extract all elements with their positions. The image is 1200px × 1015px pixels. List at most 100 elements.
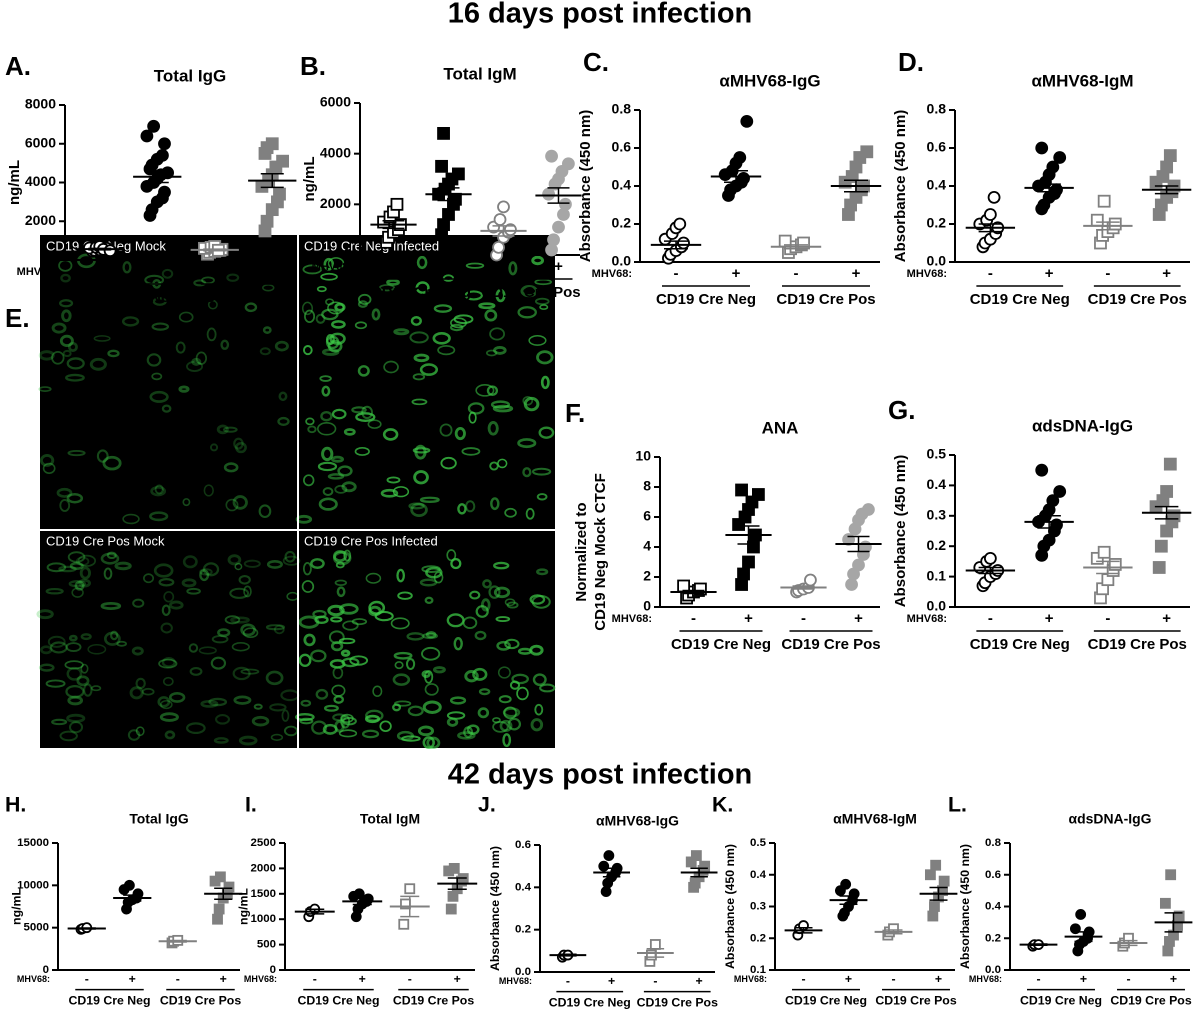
cell [340,713,354,724]
y-tick-label: 6 [643,508,651,524]
cell [298,653,312,667]
y-tick-label: 2 [643,568,651,584]
image-caption: CD19 Cre Pos Infected [304,533,438,548]
cell [499,719,513,732]
cell [186,587,201,595]
y-tick-label: 0.4 [750,869,767,881]
cell [265,670,284,686]
cell [68,634,78,642]
cell [226,273,240,282]
data-point [677,236,690,250]
cell [231,641,250,652]
cell [193,279,207,287]
data-point [1162,945,1174,957]
cell [532,673,547,686]
cell [482,579,492,589]
data-point [1108,558,1122,571]
x-label: MHV68: [17,974,50,984]
cell [333,695,344,704]
y-tick-label: 2000 [25,212,56,228]
x-tick-label: - [313,972,317,986]
data-point [927,910,939,922]
cell [223,426,238,433]
cell [492,717,501,724]
data-point [545,243,558,257]
x-tick-label: + [854,610,863,627]
cell [509,680,521,690]
cell [426,736,441,750]
x-tick-label: + [129,972,136,986]
y-tick-label: 0.6 [515,839,531,851]
cell [449,696,467,705]
cell [233,437,244,450]
y-tick-label: 0.2 [985,932,1001,944]
y-tick-label: 0.2 [515,924,531,936]
data-point [1097,194,1111,208]
cell [182,555,198,569]
cell [318,497,338,511]
cell [65,642,82,653]
cell [319,375,332,382]
cell [315,688,329,700]
cell [270,733,284,741]
cell [100,601,122,610]
cell [210,656,227,670]
panel-label: J. [478,793,496,817]
cell [303,633,316,647]
data-point [1053,485,1067,498]
chart-title: Total IgM [360,811,420,827]
data-point [449,192,462,206]
cell [506,601,519,609]
x-tick-label: - [212,263,217,280]
data-point [848,888,860,900]
cell [304,309,316,324]
y-tick-label: 0.8 [612,101,632,117]
cell [323,257,335,271]
cell [357,365,370,377]
cell [199,569,210,582]
y-tick-label: 4000 [320,144,351,160]
cell [161,604,171,616]
y-tick-label: 0.4 [927,177,947,193]
cell [520,284,538,298]
heading: 42 days post infection [448,759,753,791]
panel-label: B. [300,51,326,81]
cell [240,623,256,637]
cell [259,347,271,356]
x-tick-label: + [1080,972,1087,986]
cell [310,558,325,570]
cell [323,704,339,712]
cell [181,578,197,588]
cell [203,484,214,497]
y-axis-label: Absorbance (450 nm) [958,844,972,969]
data-point [852,558,865,572]
cell [302,264,323,275]
cell [164,730,176,740]
cell [327,604,345,617]
cell [492,404,514,413]
cell [540,375,550,390]
x-tick-label: + [732,265,741,282]
data-point [673,217,687,231]
panel-label: C. [583,47,609,77]
x-tick-label: - [653,974,657,988]
cell [417,725,435,737]
cell [424,683,439,696]
cell [60,273,71,283]
cell [80,663,89,674]
cell [528,335,547,346]
data-point [600,886,612,897]
x-tick-label: + [845,972,852,986]
cell [331,320,346,329]
cell [393,651,413,660]
cell [80,633,92,641]
data-point [1167,509,1181,523]
y-tick-label: 10 [635,448,651,464]
cell [110,630,119,641]
x-tick-label: + [744,610,753,627]
cell [534,703,544,716]
data-point [840,878,852,890]
data-point [1163,457,1177,471]
data-point [732,518,745,531]
cell [317,461,338,472]
